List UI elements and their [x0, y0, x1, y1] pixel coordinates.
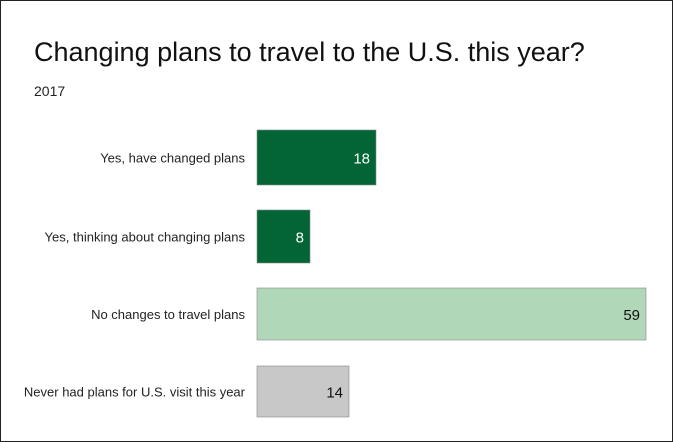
chart-title: Changing plans to travel to the U.S. thi…	[34, 37, 585, 67]
category-label-2: Yes, thinking about changing plans	[45, 230, 246, 245]
category-label-3: No changes to travel plans	[91, 307, 245, 322]
chart-subtitle: 2017	[34, 83, 66, 99]
value-label-2: 8	[296, 230, 304, 247]
bar-4	[256, 365, 350, 418]
value-label-3: 59	[623, 307, 640, 324]
category-label-4: Never had plans for U.S. visit this year	[24, 385, 246, 400]
bar-3	[256, 287, 647, 341]
value-label-4: 14	[326, 385, 343, 402]
category-label-1: Yes, have changed plans	[100, 151, 245, 166]
bar-2	[256, 209, 311, 264]
bar-1	[256, 129, 377, 186]
value-label-1: 18	[353, 151, 370, 168]
